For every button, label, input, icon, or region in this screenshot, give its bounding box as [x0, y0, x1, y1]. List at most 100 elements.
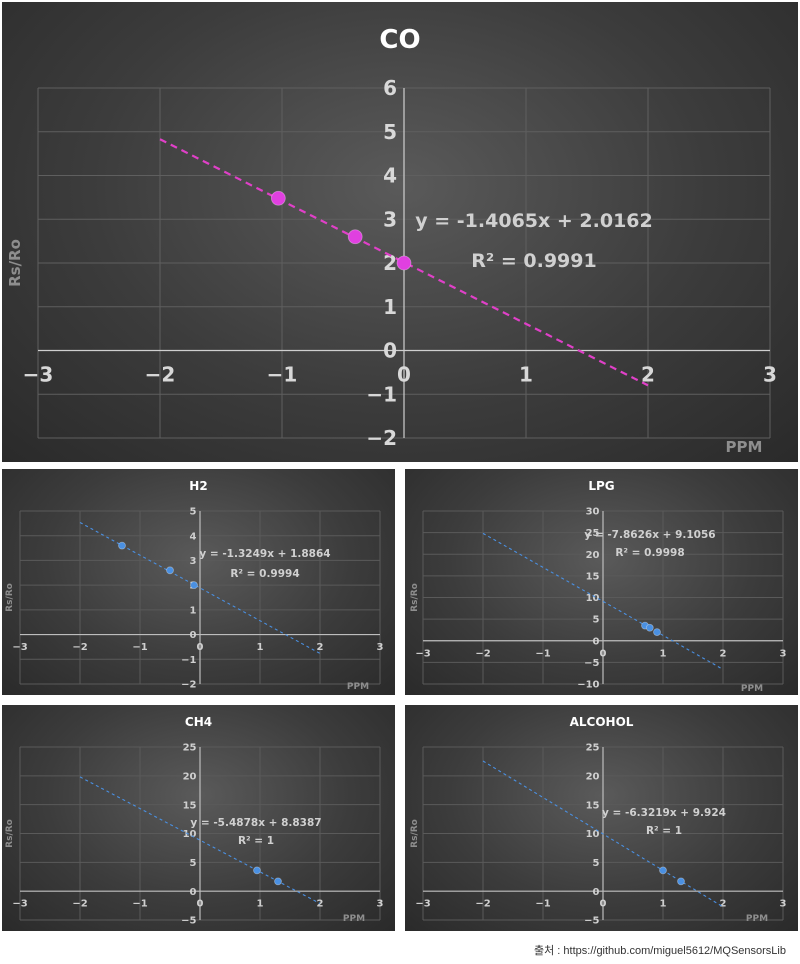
- x-tick-label: −1: [132, 642, 147, 653]
- x-tick-label: 1: [660, 899, 667, 910]
- x-tick-label: −3: [415, 899, 430, 910]
- chart-title: H2: [189, 479, 207, 493]
- trendline-equation: y = -6.3219x + 9.924: [602, 807, 726, 819]
- x-tick-label: 2: [317, 642, 324, 653]
- y-tick-label: 30: [586, 507, 600, 518]
- r-squared: R² = 0.9998: [615, 547, 684, 559]
- chart-title: CO: [379, 25, 420, 55]
- y-axis-label: Rs/Ro: [5, 583, 15, 612]
- y-tick-label: 0: [593, 887, 600, 898]
- data-point: [118, 541, 126, 550]
- x-tick-label: 3: [780, 648, 787, 659]
- x-tick-label: 0: [397, 363, 411, 387]
- y-tick-label: 4: [383, 164, 397, 188]
- y-axis-label: Rs/Ro: [5, 819, 15, 848]
- y-tick-label: 10: [183, 829, 197, 840]
- y-tick-label: 5: [593, 615, 600, 626]
- chart-ch4: −3 −2 −1 0 1 2 3 −5 0 5 10 15 20 25 CH4 y = -5.4878x + …: [2, 705, 395, 931]
- data-point: [653, 628, 661, 637]
- x-tick-label: 3: [377, 899, 384, 910]
- x-tick-label: 2: [317, 899, 324, 910]
- x-tick-label: −1: [132, 899, 147, 910]
- y-tick-label: 6: [383, 76, 397, 100]
- y-tick-label: 1: [383, 295, 397, 319]
- y-tick-label: −1: [181, 655, 196, 666]
- r-squared: R² = 1: [646, 825, 682, 837]
- x-tick-label: 0: [197, 642, 204, 653]
- y-tick-label: 0: [383, 339, 397, 363]
- y-tick-label: −5: [584, 916, 599, 927]
- x-tick-label: −3: [415, 648, 430, 659]
- source-credit: 출처 : https://github.com/miguel5612/MQSen…: [534, 945, 786, 957]
- y-tick-label: 0: [593, 636, 600, 647]
- x-tick-label: 1: [519, 363, 533, 387]
- y-tick-label: 0: [190, 887, 197, 898]
- x-tick-label: 1: [257, 642, 264, 653]
- chart-title: CH4: [185, 715, 212, 729]
- data-point: [645, 623, 654, 632]
- x-tick-label: −2: [72, 642, 87, 653]
- x-tick-label: −1: [267, 363, 298, 387]
- x-tick-label: −2: [72, 899, 87, 910]
- data-point: [396, 255, 412, 271]
- y-tick-label: 5: [593, 858, 600, 869]
- y-tick-label: 3: [190, 556, 197, 567]
- trendline-equation: y = -7.8626x + 9.1056: [584, 529, 715, 541]
- chart-lpg: −3 −2 −1 0 1 2 3 −10 −5 0 5 10 15 20 25 30 LPG y = -7.862…: [405, 469, 798, 695]
- chart-title: ALCOHOL: [570, 715, 634, 729]
- trendline-equation: y = -5.4878x + 8.8387: [190, 817, 321, 829]
- r-squared: R² = 0.9991: [471, 250, 596, 272]
- x-tick-label: 3: [780, 899, 787, 910]
- y-tick-label: −10: [577, 680, 599, 691]
- y-tick-label: 20: [586, 550, 600, 561]
- y-tick-label: 5: [190, 858, 197, 869]
- y-tick-label: −2: [181, 680, 196, 691]
- x-axis-label: PPM: [746, 914, 768, 924]
- y-tick-label: −2: [366, 426, 397, 450]
- x-tick-label: 0: [197, 899, 204, 910]
- data-point: [166, 566, 174, 575]
- x-tick-label: −1: [535, 648, 550, 659]
- x-tick-label: −3: [12, 642, 27, 653]
- chart-alcohol: −3 −2 −1 0 1 2 3 −5 0 5 10 15 20 25 ALCOHOL y = -6.3219…: [405, 705, 798, 931]
- y-tick-label: −5: [584, 658, 599, 669]
- x-tick-label: −3: [23, 363, 54, 387]
- y-tick-label: 20: [183, 771, 197, 782]
- y-tick-label: 20: [586, 771, 600, 782]
- chart-co: −3 −2 −1 0 1 2 3 −2 −1 0 1 2 3 4 5 6 CO y = -1.4065x + 2.…: [2, 2, 798, 462]
- r-squared: R² = 0.9994: [230, 568, 299, 580]
- x-tick-label: 3: [377, 642, 384, 653]
- x-tick-label: −1: [535, 899, 550, 910]
- y-axis-label: Rs/Ro: [410, 583, 420, 612]
- y-axis-label: Rs/Ro: [6, 239, 24, 287]
- x-tick-label: 3: [763, 363, 777, 387]
- y-tick-label: 10: [586, 829, 600, 840]
- data-point: [274, 877, 282, 886]
- x-tick-label: −2: [475, 648, 490, 659]
- y-tick-label: 25: [586, 528, 600, 539]
- y-tick-label: 15: [586, 571, 600, 582]
- data-point: [270, 190, 286, 206]
- x-axis-label: PPM: [726, 438, 763, 456]
- chart-title: LPG: [588, 479, 614, 493]
- r-squared: R² = 1: [238, 835, 274, 847]
- y-tick-label: 5: [190, 507, 197, 518]
- y-tick-label: 10: [586, 593, 600, 604]
- x-tick-label: 0: [600, 648, 607, 659]
- x-axis-label: PPM: [347, 682, 369, 692]
- y-tick-label: 1: [190, 605, 197, 616]
- x-tick-label: 0: [600, 899, 607, 910]
- x-tick-label: 2: [720, 899, 727, 910]
- x-tick-label: −2: [145, 363, 176, 387]
- y-tick-label: −5: [181, 916, 196, 927]
- data-point: [253, 866, 261, 875]
- y-axis-label: Rs/Ro: [410, 819, 420, 848]
- x-tick-label: 2: [720, 648, 727, 659]
- x-tick-label: 2: [641, 363, 655, 387]
- data-point: [677, 877, 685, 886]
